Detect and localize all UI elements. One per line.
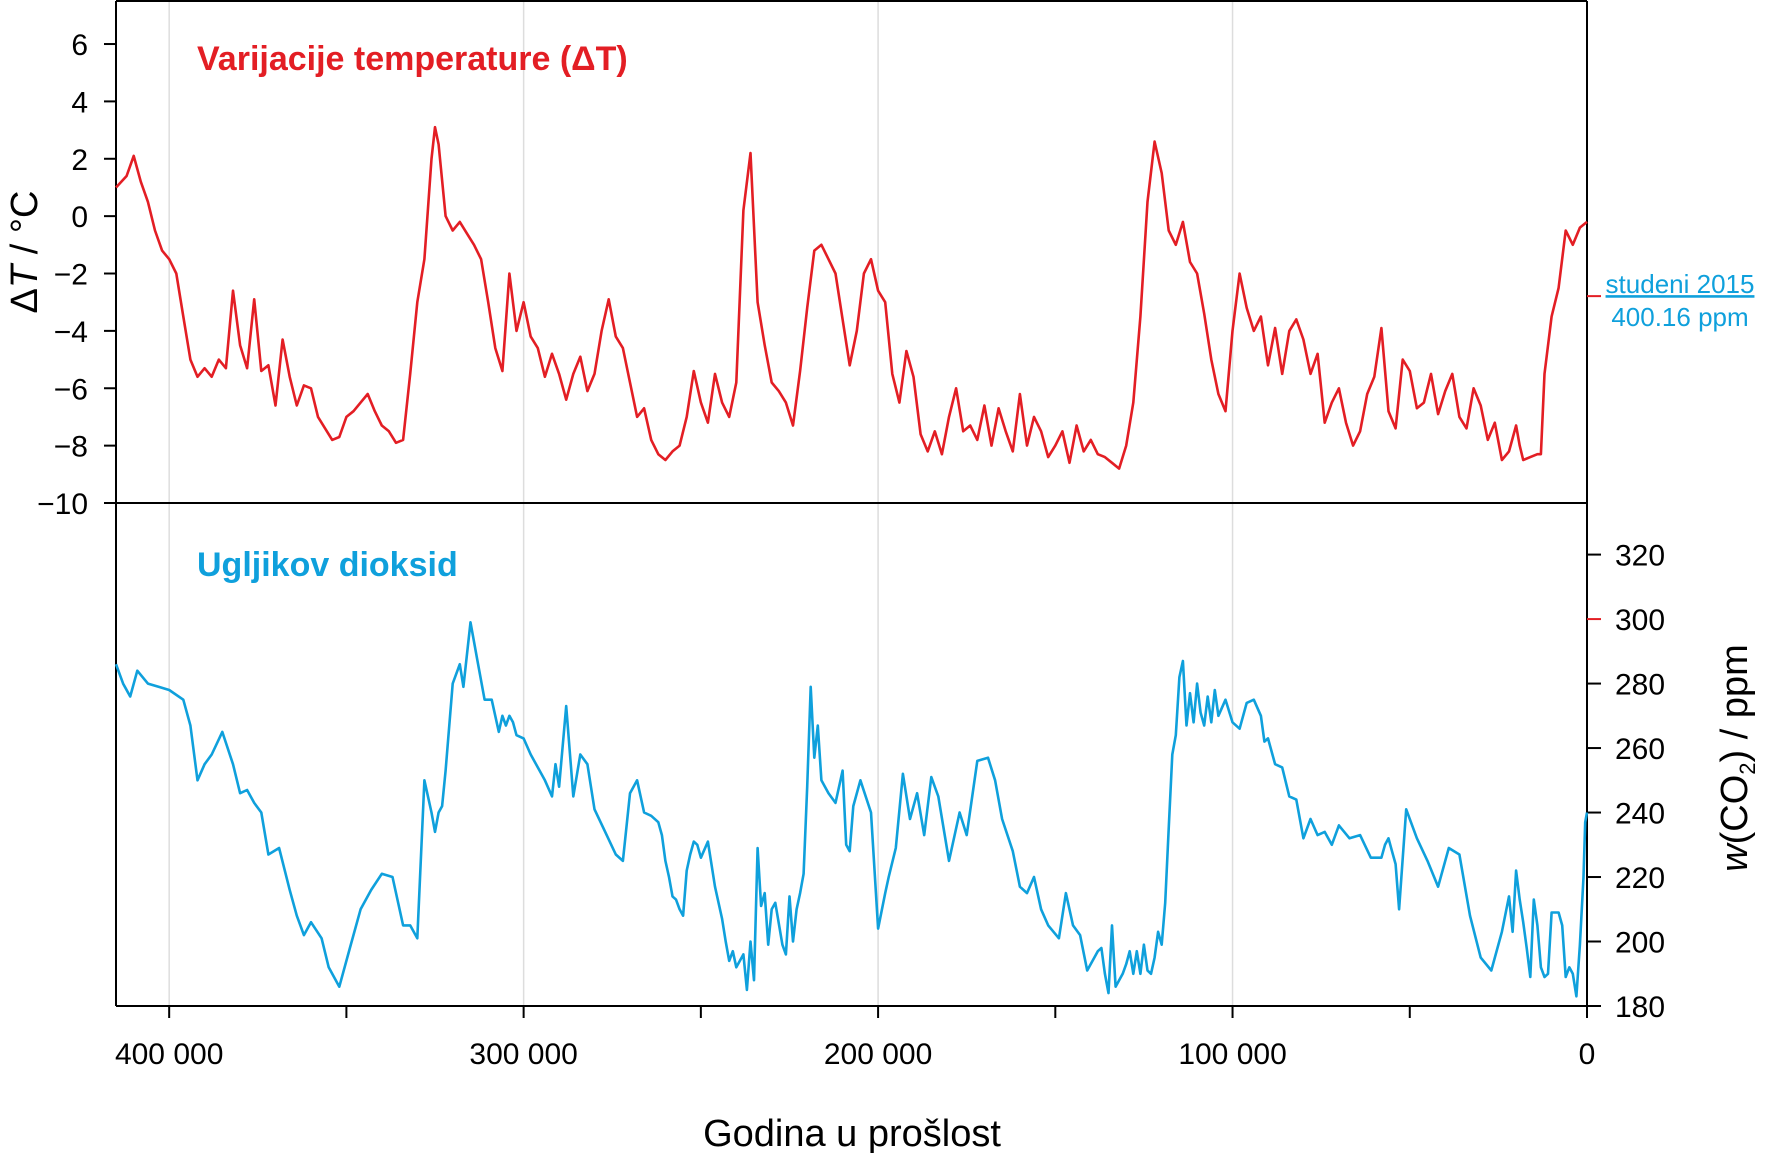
co2-y-tick-label: 260: [1615, 733, 1665, 766]
temp-y-tick-label: 6: [71, 29, 88, 62]
co2-y-tick-label: 180: [1615, 991, 1665, 1024]
ylabel-co: (CO: [1714, 775, 1756, 845]
x-tick-label: 400 000: [115, 1038, 223, 1071]
temp-y-tick-label: −6: [54, 373, 88, 406]
temp-y-tick-label: 4: [71, 86, 88, 119]
co2-y-axis: 180 200 220 240 260 280 300 320: [1587, 540, 1665, 1024]
temp-y-tick-label: −2: [54, 259, 88, 292]
temp-y-tick-label: 0: [71, 201, 88, 234]
temp-y-tick-label: −10: [37, 488, 88, 521]
co2-panel-title: Ugljikov dioksid: [197, 546, 458, 584]
co2-y-tick-label: 320: [1615, 540, 1665, 573]
co2-y-tick-label: 220: [1615, 862, 1665, 895]
x-axis-title: Godina u prošlost: [703, 1113, 1001, 1153]
annotation-value: 400.16 ppm: [1611, 302, 1748, 332]
temperature-y-axis-title: ΔT / °C: [4, 191, 46, 314]
temperature-series-line: [115, 125, 1588, 470]
co2-series-line: [114, 621, 1589, 998]
co2-y-tick-label: 280: [1615, 669, 1665, 702]
ylabel-ppm: ) / ppm: [1714, 644, 1756, 762]
ylabel-T: T: [4, 262, 46, 288]
co2-y-tick-label: 300: [1615, 604, 1665, 637]
temp-y-tick-label: 2: [71, 144, 88, 177]
ylabel-w: w: [1714, 842, 1756, 872]
temperature-y-axis: −10 −8 −6 −4 −2 0 2 4 6: [37, 29, 116, 521]
x-tick-label: 300 000: [469, 1038, 577, 1071]
ylabel-unit: / °C: [4, 191, 46, 265]
annotation-date: studeni 2015: [1606, 269, 1755, 299]
co2-y-tick-label: 200: [1615, 927, 1665, 960]
temp-y-tick-label: −8: [54, 431, 88, 464]
co2-y-axis-title: w(CO2) / ppm: [1714, 644, 1760, 872]
x-tick-label: 200 000: [824, 1038, 932, 1071]
x-axis: 400 000 300 000 200 000 100 000 0: [115, 1006, 1595, 1071]
temperature-panel-title: Varijacije temperature (ΔT): [197, 40, 628, 78]
co2-y-tick-label: 240: [1615, 798, 1665, 831]
temp-y-tick-label: −4: [54, 316, 88, 349]
plot-frame: [115, 0, 1588, 1007]
ylabel-delta: Δ: [4, 288, 46, 313]
x-tick-label: 100 000: [1178, 1038, 1286, 1071]
x-tick-label: 0: [1579, 1038, 1596, 1071]
ylabel-sub2: 2: [1735, 762, 1760, 774]
latest-value-annotation: studeni 2015 400.16 ppm: [1587, 269, 1754, 332]
